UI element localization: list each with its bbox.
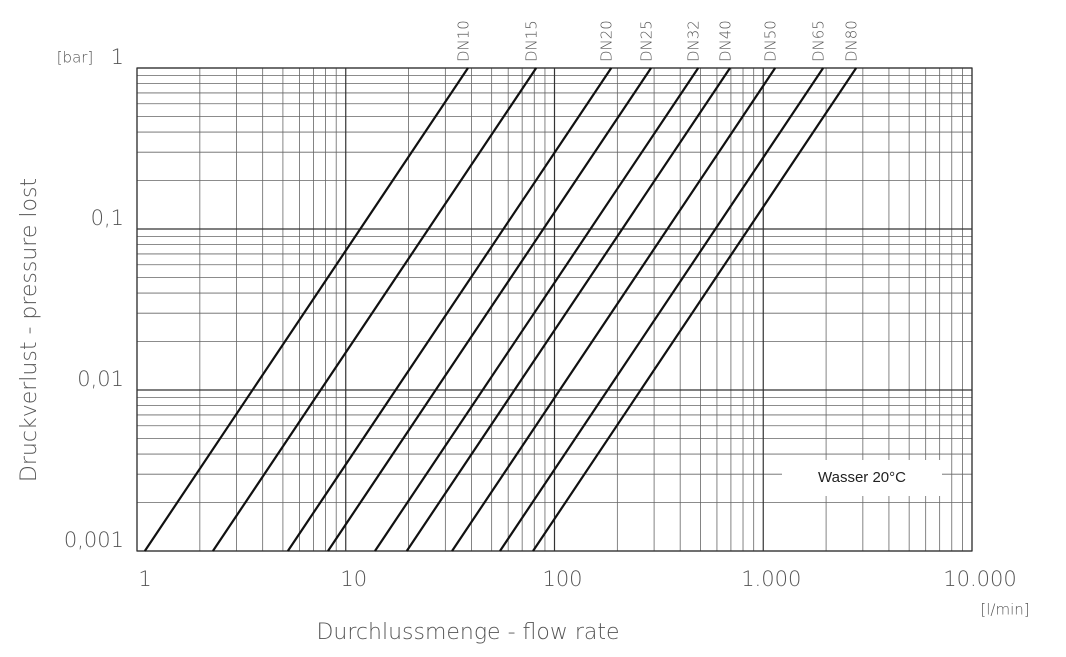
series-label: DN10 bbox=[454, 20, 472, 62]
series-line bbox=[374, 67, 700, 552]
y-tick-label: 0,001 bbox=[64, 528, 124, 552]
series-line bbox=[451, 67, 777, 552]
series-label: DN40 bbox=[717, 20, 735, 62]
x-tick-label: 10 bbox=[340, 567, 367, 591]
x-tick-label: 10.000 bbox=[943, 567, 1016, 591]
y-tick-label: 0,01 bbox=[77, 367, 124, 391]
x-tick-label: 100 bbox=[542, 567, 582, 591]
plot-frame bbox=[136, 67, 973, 552]
annotation: Wasser 20°C bbox=[818, 469, 906, 486]
y-tick-label: 1 bbox=[111, 45, 124, 69]
x-unit: [l/min] bbox=[980, 601, 1029, 619]
series-line bbox=[143, 67, 469, 552]
series-label: DN80 bbox=[843, 20, 861, 62]
y-axis-title: Druckverlust - pressure lost bbox=[17, 178, 42, 482]
x-tick-label: 1.000 bbox=[741, 567, 801, 591]
series-label: DN20 bbox=[598, 20, 616, 62]
series-label: DN25 bbox=[638, 20, 656, 62]
series-label: DN32 bbox=[685, 20, 703, 62]
y-tick-label: 0,1 bbox=[91, 206, 124, 230]
series-line bbox=[327, 67, 652, 552]
y-unit: [bar] bbox=[57, 49, 94, 67]
series-label: DN65 bbox=[810, 20, 828, 62]
annotation-box bbox=[782, 460, 942, 496]
series-label: DN15 bbox=[523, 20, 541, 62]
series-line bbox=[211, 67, 538, 552]
series-line bbox=[532, 67, 858, 552]
series-line bbox=[286, 67, 613, 552]
x-axis-title: Durchlussmenge - flow rate bbox=[316, 620, 619, 645]
series-line bbox=[405, 67, 731, 552]
series-label: DN50 bbox=[762, 20, 780, 62]
x-tick-label: 1 bbox=[138, 567, 151, 591]
series-line bbox=[499, 67, 825, 552]
